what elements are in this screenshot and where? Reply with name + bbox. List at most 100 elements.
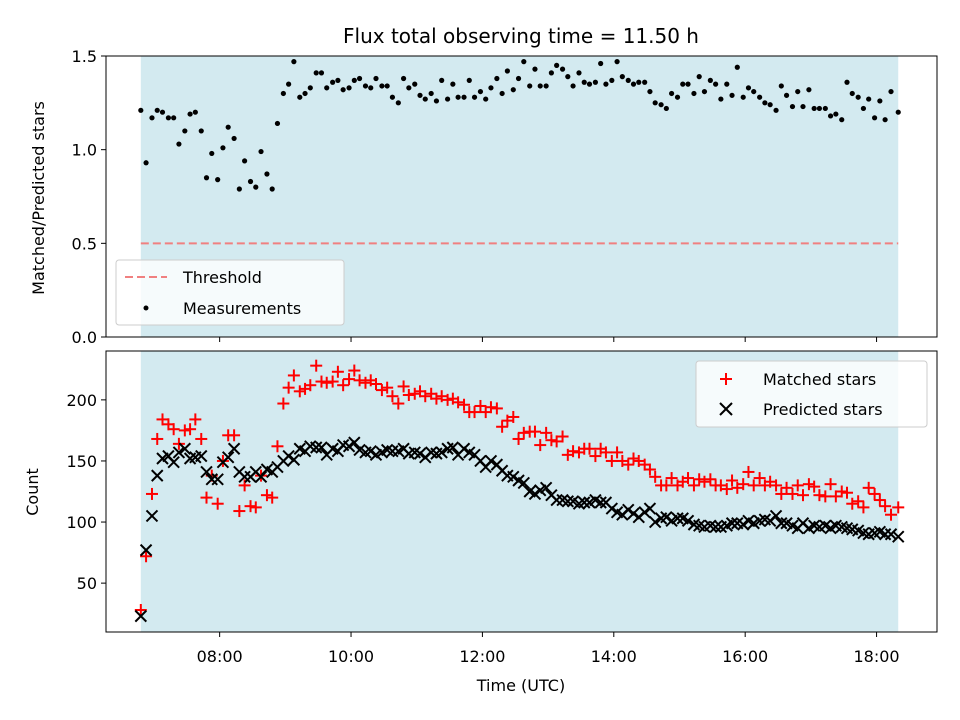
measurement-point <box>176 141 182 147</box>
measurement-point <box>548 70 554 76</box>
count-legend: Matched stars Predicted stars <box>695 360 928 428</box>
measurement-point <box>373 75 379 82</box>
x-tick-label: 16:00 <box>722 647 768 666</box>
predicted-star-marker <box>435 446 448 459</box>
predicted-marker-b <box>786 519 799 532</box>
matched-star-marker <box>693 473 706 486</box>
matched-star-marker <box>512 432 525 445</box>
predicted-marker-b <box>775 517 788 530</box>
predicted-star-marker <box>172 446 186 459</box>
measurement-point <box>603 81 609 87</box>
predicted-marker-b <box>457 442 471 455</box>
ratio-plot-frame <box>105 55 938 338</box>
predicted-marker-b <box>610 506 624 519</box>
measurement-point <box>499 90 505 97</box>
predicted-marker-b <box>638 506 651 519</box>
matched-star-marker <box>474 399 487 412</box>
measurement-point <box>433 98 440 104</box>
measurement-point <box>450 81 456 87</box>
measurement-point <box>461 94 467 100</box>
predicted-marker-b <box>528 487 542 501</box>
matched-star-marker <box>879 500 892 513</box>
predicted-marker-b <box>484 454 498 468</box>
predicted-star-marker <box>254 470 268 484</box>
measurement-point <box>800 103 806 110</box>
ratio-y-axis-label: Matched/Predicted stars <box>29 101 48 295</box>
matched-star-marker <box>808 480 821 493</box>
measurement-point <box>400 75 407 82</box>
measurement-point <box>895 109 901 115</box>
y-tick-label: 100 <box>66 513 97 532</box>
matched-star-marker <box>726 474 739 487</box>
matched-star-marker <box>791 479 804 492</box>
measurement-point <box>833 111 839 117</box>
predicted-star-marker <box>151 469 164 482</box>
x-tick-label: 12:00 <box>459 647 505 666</box>
matched-star-marker <box>528 425 541 438</box>
matched-star-marker <box>589 450 602 463</box>
predicted-marker-b <box>512 474 525 487</box>
predicted-star-marker <box>528 487 542 501</box>
measurement-point <box>368 85 374 91</box>
measurement-point <box>439 77 445 83</box>
measurement-point <box>625 77 631 83</box>
matched-star-marker <box>315 375 328 388</box>
measurement-point <box>757 94 763 100</box>
measurement-point <box>330 79 336 85</box>
predicted-marker-b <box>195 449 208 463</box>
matched-star-marker <box>320 376 333 389</box>
predicted-marker-b <box>892 530 905 543</box>
measurement-point <box>762 100 768 106</box>
predicted-marker-b <box>556 493 569 507</box>
predicted-star-marker <box>145 509 159 523</box>
measurement-point <box>297 94 303 100</box>
matched-star-marker <box>337 379 350 392</box>
predicted-marker-b <box>227 442 241 455</box>
matched-star-marker <box>397 380 410 393</box>
measurement-point <box>477 88 484 95</box>
predicted-marker-b <box>205 473 218 486</box>
count-x-ticks: 08:00 10:00 12:00 14:00 16:00 18:00 <box>197 632 900 666</box>
measurement-points <box>138 59 901 192</box>
measurement-point <box>494 75 500 82</box>
predicted-star-marker <box>622 503 635 517</box>
matched-star-marker <box>813 489 826 502</box>
measurement-point <box>247 178 254 185</box>
measurement-point <box>751 88 757 95</box>
measurement-point <box>724 81 730 87</box>
predicted-marker-b <box>336 438 350 452</box>
ratio-y-ticks: 0.0 0.5 1.0 1.5 <box>72 47 106 347</box>
predicted-marker-b <box>523 485 536 498</box>
matched-star-marker <box>200 491 213 504</box>
measurement-point <box>663 105 669 112</box>
matched-star-marker <box>145 487 158 500</box>
predicted-marker-b <box>780 517 793 530</box>
predicted-star-marker <box>211 473 224 486</box>
predicted-marker-b <box>348 436 361 449</box>
measurement-point <box>888 88 894 95</box>
predicted-marker-b <box>293 442 306 455</box>
measurement-point <box>203 175 210 181</box>
predicted-marker-b <box>310 441 323 454</box>
measurement-point <box>264 171 270 177</box>
predicted-marker-b <box>594 496 607 509</box>
legend-matched-swatch <box>720 373 732 385</box>
matched-star-marker <box>698 475 711 488</box>
measurement-point <box>565 74 571 80</box>
predicted-marker-b <box>704 519 717 532</box>
predicted-marker-b <box>474 454 487 468</box>
matched-star-marker <box>665 472 678 485</box>
matched-star-marker <box>892 501 905 514</box>
predicted-marker-b <box>769 509 783 523</box>
measurement-point <box>192 109 198 115</box>
predicted-marker-b <box>589 493 602 507</box>
matched-star-marker <box>862 481 875 494</box>
matched-star-marker <box>534 439 547 452</box>
matched-star-marker <box>282 381 295 394</box>
matched-star-marker <box>468 406 481 419</box>
measurement-point <box>718 96 724 102</box>
predicted-marker-b <box>424 446 438 459</box>
measurement-point <box>543 83 549 89</box>
predicted-star-marker <box>221 451 235 464</box>
matched-star-marker <box>348 364 361 377</box>
